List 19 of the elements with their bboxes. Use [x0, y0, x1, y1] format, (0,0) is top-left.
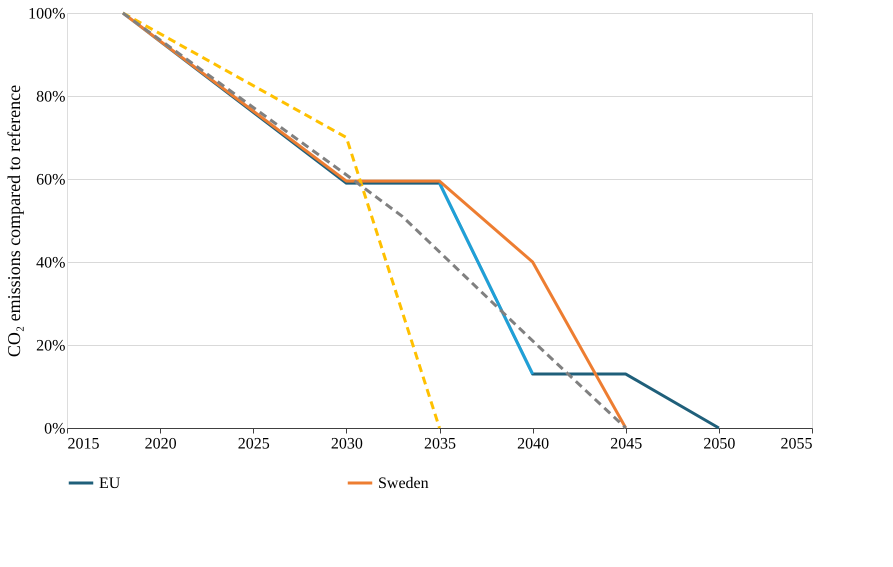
y-tick-label: 40% — [36, 254, 66, 272]
x-tick-label: 2055 — [780, 436, 812, 452]
x-tick-label: 2050 — [703, 436, 736, 452]
legend-label: EU — [99, 475, 121, 492]
x-tick-label: 2045 — [610, 436, 642, 452]
x-tick-label: 2025 — [238, 436, 270, 452]
x-tick-label: 2015 — [68, 436, 100, 452]
y-tick-label: 20% — [36, 338, 66, 354]
x-tick-label: 2040 — [517, 436, 550, 452]
legend-label: Sweden — [378, 475, 429, 492]
y-tick-label: 60% — [36, 172, 66, 188]
y-tick-label: 80% — [36, 88, 66, 106]
y-tick-label: 0% — [44, 420, 66, 438]
line-series — [121, 12, 628, 430]
y-axis-title: CO₂ emissions compared to reference — [4, 84, 24, 358]
x-tick-label: 2030 — [330, 436, 363, 452]
x-tick-label: 2035 — [424, 436, 456, 452]
y-tick-label: 100% — [28, 6, 66, 22]
x-tick-label: 2020 — [144, 436, 177, 452]
